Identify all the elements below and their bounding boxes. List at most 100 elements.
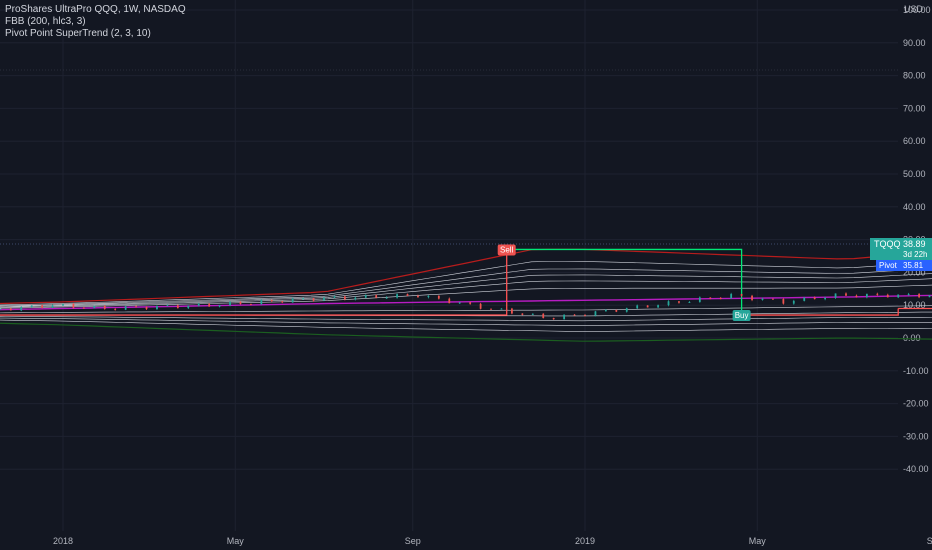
candle-body xyxy=(156,305,158,310)
pivot-tag-value: 35.81 xyxy=(903,261,924,270)
y-tick-label: 70.00 xyxy=(903,103,926,113)
candle-body xyxy=(291,298,294,303)
candle-body xyxy=(51,305,54,308)
chart-legend: ProShares UltraPro QQQ, 1W, NASDAQ FBB (… xyxy=(5,4,186,40)
candle-body xyxy=(678,301,680,303)
supertrend-segment xyxy=(506,248,743,316)
candle-body xyxy=(9,308,12,311)
price-tag-ticker: TQQQ xyxy=(874,239,901,249)
sell-signal-label: Sell xyxy=(500,245,514,254)
fbb-upper-band xyxy=(0,248,932,305)
candle-body xyxy=(396,294,398,298)
candle-body xyxy=(615,309,618,312)
signal-label-box xyxy=(732,310,751,322)
fbb-lower-fib-line xyxy=(0,305,932,314)
candle-body xyxy=(479,303,482,309)
y-tick-label: 100.00 xyxy=(903,5,931,15)
candle-body xyxy=(145,307,148,310)
candle-body xyxy=(594,311,597,316)
candle-body xyxy=(385,297,388,299)
fbb-lower-fib-line xyxy=(0,317,932,326)
y-tick-label: 80.00 xyxy=(903,71,926,81)
candle-body xyxy=(531,313,534,315)
candle-body xyxy=(604,309,607,312)
candle-body xyxy=(375,295,378,298)
y-tick-label: -20.00 xyxy=(903,399,929,409)
candle-body xyxy=(740,294,743,296)
candle-body xyxy=(625,308,628,312)
y-tick-label: 10.00 xyxy=(903,300,926,310)
candle-body xyxy=(437,295,440,299)
fbb-upper-fib-line xyxy=(0,284,932,309)
candle-body xyxy=(865,293,868,298)
candle-body xyxy=(542,313,545,318)
fbb-lower-fib-line xyxy=(0,319,932,332)
candle-body xyxy=(918,294,920,298)
candle-body xyxy=(82,307,85,309)
symbol-title: ProShares UltraPro QQQ, 1W, NASDAQ xyxy=(5,4,186,15)
candle-body xyxy=(709,297,712,299)
candle-body xyxy=(323,297,325,301)
candle-body xyxy=(897,294,900,298)
y-tick-label: 40.00 xyxy=(903,202,926,212)
candle-body xyxy=(719,297,722,299)
candle-body xyxy=(281,301,284,303)
candle-body xyxy=(41,305,44,308)
x-tick-label: 2018 xyxy=(53,536,73,546)
candle-body xyxy=(636,305,639,309)
fbb-upper-fib-line xyxy=(0,278,932,308)
candle-body xyxy=(698,297,701,302)
candle-body xyxy=(302,298,305,300)
candle-body xyxy=(469,302,472,304)
candle-body xyxy=(364,295,367,298)
candle-body xyxy=(792,300,795,304)
candle-body xyxy=(62,303,64,306)
candle-body xyxy=(855,295,858,298)
candle-body xyxy=(114,308,117,310)
y-tick-label: 20.00 xyxy=(903,267,926,277)
fbb-basis-line xyxy=(0,294,932,311)
signal-label-box xyxy=(497,244,516,256)
candle-body xyxy=(584,314,586,316)
y-tick-label: 0.00 xyxy=(903,333,921,343)
candle-body xyxy=(0,308,2,310)
candle-body xyxy=(343,296,346,300)
y-tick-label: 50.00 xyxy=(903,169,926,179)
candle-body xyxy=(250,303,252,305)
y-axis-unit: USD xyxy=(904,4,924,14)
candle-body xyxy=(761,298,764,300)
y-tick-label: 60.00 xyxy=(903,136,926,146)
candle-body xyxy=(208,303,211,307)
candle-body xyxy=(166,305,169,307)
candle-body xyxy=(573,314,576,316)
supertrend-indicator-label[interactable]: Pivot Point SuperTrend (2, 3, 10) xyxy=(5,28,151,39)
candle-body xyxy=(782,299,785,304)
pivot-tag-box xyxy=(876,260,932,271)
x-tick-label: May xyxy=(749,536,767,546)
y-tick-label: 90.00 xyxy=(903,38,926,48)
x-tick-label: May xyxy=(227,536,245,546)
candle-body xyxy=(688,301,691,303)
fbb-upper-fib-line xyxy=(0,261,932,306)
fbb-upper-fib-line xyxy=(0,273,932,307)
candle-body xyxy=(751,295,753,300)
candle-body xyxy=(93,305,96,309)
candle-body xyxy=(521,313,524,315)
candle-body xyxy=(667,301,670,306)
supertrend-segment xyxy=(0,249,508,316)
candle-body xyxy=(229,301,231,306)
candle-body xyxy=(876,293,879,295)
pivot-tag-label: Pivot xyxy=(879,261,898,270)
fbb-indicator-label[interactable]: FBB (200, hlc3, 3) xyxy=(5,16,86,27)
candle-body xyxy=(834,293,837,298)
supertrend-segment xyxy=(741,308,899,316)
candle-body xyxy=(417,295,419,298)
candle-body xyxy=(260,300,263,305)
candle-body xyxy=(176,305,179,309)
x-tick-label: Sep xyxy=(405,536,421,546)
candle-body xyxy=(197,303,200,306)
candle-body xyxy=(563,314,566,320)
candle-body xyxy=(511,308,513,314)
